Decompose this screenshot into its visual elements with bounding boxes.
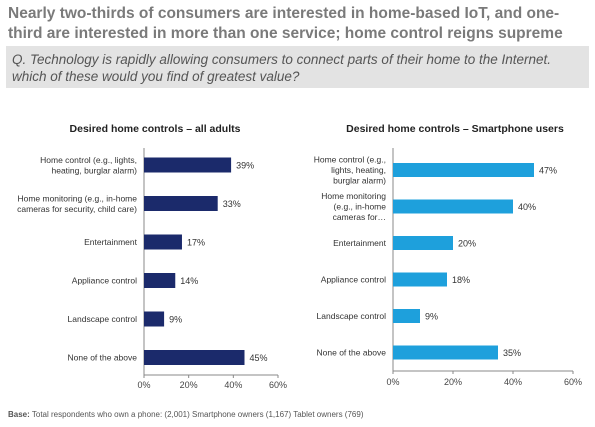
bar-value-label: 20%: [458, 239, 476, 249]
bar-value-label: 17%: [187, 238, 205, 248]
bar: [393, 163, 534, 177]
base-text: Total respondents who own a phone: (2,00…: [29, 410, 364, 419]
bar-value-label: 18%: [452, 275, 470, 285]
bar-value-label: 14%: [180, 276, 198, 286]
category-label: Home control (e.g., lights,: [40, 155, 137, 165]
category-label: cameras for…: [333, 212, 386, 222]
category-label: None of the above: [317, 348, 387, 358]
category-label: Home control (e.g.,: [314, 155, 386, 165]
page-headline: Nearly two-thirds of consumers are inter…: [8, 5, 563, 42]
base-footnote: Base: Total respondents who own a phone:…: [8, 410, 363, 419]
category-label: Appliance control: [321, 275, 386, 285]
base-label: Base:: [8, 410, 30, 419]
survey-question-text: Q. Technology is rapidly allowing consum…: [12, 52, 552, 84]
bar-value-label: 35%: [503, 348, 521, 358]
bar: [144, 311, 165, 327]
x-tick-label: 60%: [269, 380, 287, 390]
bar: [144, 350, 245, 365]
x-tick-label: 20%: [444, 377, 462, 387]
category-label: None of the above: [68, 353, 138, 363]
chart-title-smartphone-users: Desired home controls – Smartphone users: [346, 123, 564, 135]
x-tick-label: 0%: [386, 377, 399, 387]
category-label: Home monitoring (e.g., in-home: [17, 193, 137, 203]
bar-value-label: 33%: [223, 199, 241, 209]
x-tick-label: 20%: [180, 380, 198, 390]
x-tick-label: 40%: [224, 380, 242, 390]
bar: [144, 196, 218, 211]
bar: [393, 345, 498, 360]
bar: [393, 199, 513, 214]
bar-value-label: 45%: [250, 353, 268, 363]
category-label: lights, heating,: [331, 165, 386, 175]
category-label: Entertainment: [333, 238, 387, 248]
bar-value-label: 9%: [169, 315, 182, 325]
category-label: heating, burglar alarm): [51, 165, 137, 175]
bar: [393, 309, 420, 323]
bar: [393, 236, 453, 250]
category-label: Landscape control: [317, 311, 387, 321]
bar-value-label: 40%: [518, 202, 536, 212]
bar-value-label: 9%: [425, 312, 438, 322]
x-tick-label: 0%: [137, 380, 150, 390]
category-label: cameras for security, child care): [17, 204, 137, 214]
category-label: burglar alarm): [333, 176, 386, 186]
bar-value-label: 39%: [236, 161, 254, 171]
x-tick-label: 60%: [564, 377, 582, 387]
bar: [144, 234, 182, 250]
chart-title-all-adults: Desired home controls – all adults: [69, 123, 241, 135]
bar: [144, 273, 176, 288]
category-label: (e.g., in-home: [334, 202, 387, 212]
category-label: Appliance control: [72, 276, 137, 286]
category-label: Landscape control: [68, 314, 138, 324]
bar: [393, 272, 447, 287]
bar-value-label: 47%: [539, 166, 557, 176]
category-label: Entertainment: [84, 237, 138, 247]
survey-question: Q. Technology is rapidly allowing consum…: [6, 46, 589, 88]
bar: [144, 157, 232, 173]
x-tick-label: 40%: [504, 377, 522, 387]
category-label: Home monitoring: [321, 191, 386, 201]
